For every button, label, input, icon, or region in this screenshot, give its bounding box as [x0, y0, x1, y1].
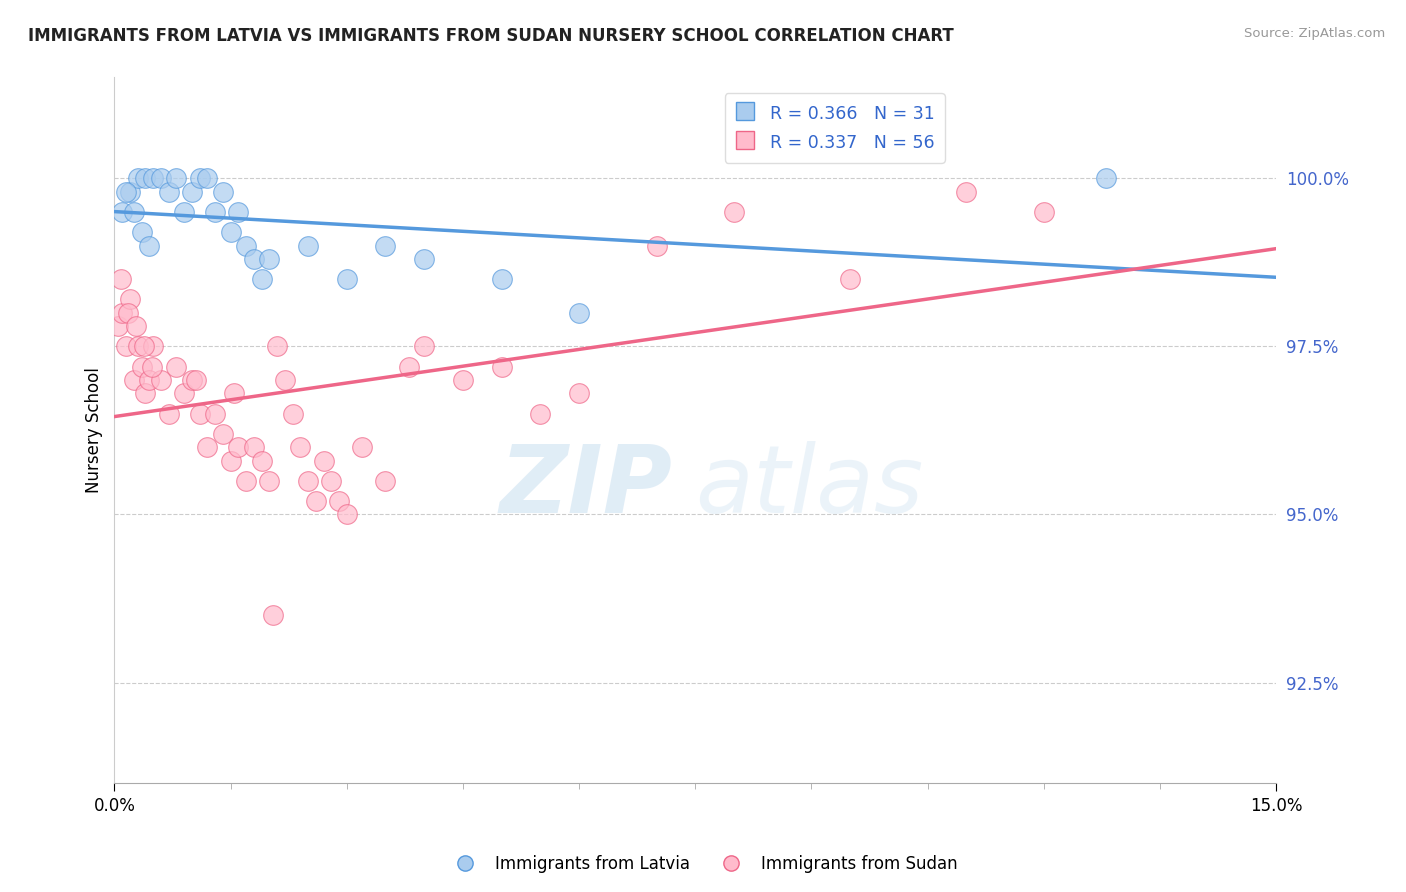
- Point: [157, 407, 180, 421]
- Point: [352, 440, 374, 454]
- Point: [328, 494, 350, 508]
- Point: [107, 319, 129, 334]
- Point: [157, 185, 180, 199]
- Point: [645, 238, 668, 252]
- Point: [321, 474, 343, 488]
- Point: [122, 205, 145, 219]
- Point: [250, 453, 273, 467]
- Point: [281, 407, 304, 421]
- Text: IMMIGRANTS FROM LATVIA VS IMMIGRANTS FROM SUDAN NURSERY SCHOOL CORRELATION CHART: IMMIGRANTS FROM LATVIA VS IMMIGRANTS FRO…: [28, 27, 953, 45]
- Point: [195, 440, 218, 454]
- Point: [180, 373, 202, 387]
- Point: [149, 373, 172, 387]
- Point: [122, 373, 145, 387]
- Legend: R = 0.366   N = 31, R = 0.337   N = 56: R = 0.366 N = 31, R = 0.337 N = 56: [724, 93, 945, 163]
- Point: [131, 225, 153, 239]
- Point: [115, 185, 138, 199]
- Point: [266, 339, 288, 353]
- Point: [274, 373, 297, 387]
- Point: [297, 238, 319, 252]
- Point: [141, 359, 163, 374]
- Point: [568, 386, 591, 401]
- Point: [723, 205, 745, 219]
- Point: [165, 359, 187, 374]
- Point: [117, 306, 139, 320]
- Point: [259, 252, 281, 266]
- Point: [336, 272, 359, 286]
- Point: [491, 272, 513, 286]
- Point: [262, 608, 284, 623]
- Point: [374, 474, 396, 488]
- Point: [451, 373, 474, 387]
- Point: [491, 359, 513, 374]
- Point: [219, 225, 242, 239]
- Point: [243, 440, 266, 454]
- Point: [127, 339, 149, 353]
- Point: [149, 171, 172, 186]
- Point: [955, 185, 977, 199]
- Point: [134, 386, 156, 401]
- Point: [195, 171, 218, 186]
- Point: [413, 252, 436, 266]
- Point: [235, 238, 257, 252]
- Point: [224, 386, 246, 401]
- Point: [297, 474, 319, 488]
- Point: [219, 453, 242, 467]
- Point: [235, 474, 257, 488]
- Point: [165, 171, 187, 186]
- Point: [142, 171, 165, 186]
- Point: [243, 252, 266, 266]
- Y-axis label: Nursery School: Nursery School: [86, 368, 103, 493]
- Point: [1032, 205, 1054, 219]
- Point: [110, 272, 132, 286]
- Point: [118, 185, 141, 199]
- Point: [115, 339, 138, 353]
- Point: [529, 407, 551, 421]
- Text: ZIP: ZIP: [499, 441, 672, 533]
- Point: [138, 238, 160, 252]
- Text: Source: ZipAtlas.com: Source: ZipAtlas.com: [1244, 27, 1385, 40]
- Point: [568, 306, 591, 320]
- Point: [132, 339, 155, 353]
- Point: [250, 272, 273, 286]
- Point: [1094, 171, 1116, 186]
- Point: [204, 407, 226, 421]
- Point: [118, 293, 141, 307]
- Point: [125, 319, 148, 334]
- Point: [138, 373, 160, 387]
- Point: [134, 171, 156, 186]
- Point: [188, 407, 211, 421]
- Text: atlas: atlas: [695, 442, 924, 533]
- Point: [173, 205, 195, 219]
- Point: [180, 185, 202, 199]
- Point: [374, 238, 396, 252]
- Point: [305, 494, 328, 508]
- Point: [127, 171, 149, 186]
- Point: [111, 306, 134, 320]
- Point: [211, 185, 233, 199]
- Point: [228, 205, 250, 219]
- Point: [131, 359, 153, 374]
- Point: [413, 339, 436, 353]
- Point: [259, 474, 281, 488]
- Point: [111, 205, 134, 219]
- Point: [204, 205, 226, 219]
- Point: [839, 272, 862, 286]
- Point: [188, 171, 211, 186]
- Point: [290, 440, 312, 454]
- Point: [336, 508, 359, 522]
- Point: [173, 386, 195, 401]
- Point: [184, 373, 207, 387]
- Point: [142, 339, 165, 353]
- Point: [398, 359, 420, 374]
- Point: [228, 440, 250, 454]
- Point: [211, 426, 233, 441]
- Point: [312, 453, 335, 467]
- Legend: Immigrants from Latvia, Immigrants from Sudan: Immigrants from Latvia, Immigrants from …: [441, 848, 965, 880]
